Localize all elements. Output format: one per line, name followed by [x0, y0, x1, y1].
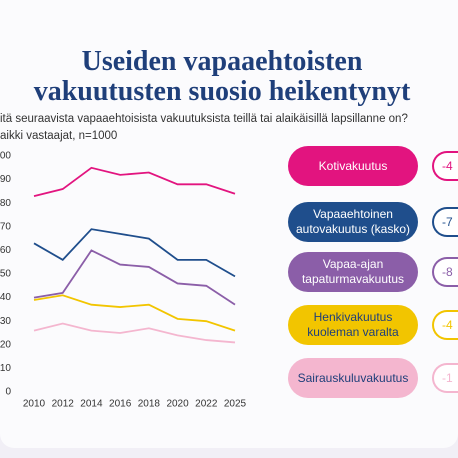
series-line	[33, 166, 236, 197]
y-tick-label: 50	[0, 269, 11, 280]
subtitle: itä seuraavista vapaaehtoisista vakuutuk…	[0, 113, 408, 125]
legend-pill: Kotivakuutus	[288, 146, 418, 186]
legend-pill: Henkivakuutus kuoleman varalta	[288, 305, 418, 345]
x-tick-label: 2022	[195, 399, 218, 410]
x-tick-label: 2025	[224, 399, 247, 410]
y-tick-label: 30	[0, 316, 11, 327]
x-tick-label: 2014	[80, 399, 103, 410]
y-tick-label: 70	[0, 221, 11, 232]
note: aikki vastaajat, n=1000	[0, 130, 117, 142]
legend-pill: Vapaa-ajan tapaturmavakuutus	[288, 252, 418, 292]
chart-title: Useiden vapaaehtoisten	[82, 46, 363, 77]
y-tick-label: 40	[0, 292, 11, 303]
change-badge: -1	[432, 363, 458, 393]
x-tick-label: 2020	[166, 399, 189, 410]
y-tick-label: 80	[0, 198, 11, 209]
y-tick-label: 20	[0, 339, 11, 350]
change-badge: -7	[432, 207, 458, 237]
y-tick-label: 100	[0, 151, 11, 162]
y-tick-label: 10	[0, 363, 11, 374]
x-tick-label: 2010	[23, 399, 46, 410]
series-line	[33, 294, 236, 332]
x-tick-label: 2012	[52, 399, 75, 410]
y-tick-label: 90	[0, 174, 11, 185]
series-line	[33, 322, 236, 344]
chart-title: vakuutusten suosio heikentynyt	[34, 76, 411, 107]
legend-pill: Sairauskuluvakuutus	[288, 358, 418, 398]
series-line	[33, 249, 236, 306]
change-badge: -4	[432, 151, 458, 181]
y-tick-label: 60	[0, 245, 11, 256]
y-tick-label: 0	[5, 387, 11, 398]
x-tick-label: 2016	[109, 399, 132, 410]
change-badge: -4	[432, 310, 458, 340]
change-badge: -8	[432, 257, 458, 287]
x-tick-label: 2018	[138, 399, 161, 410]
series-line	[33, 228, 236, 278]
legend-pill: Vapaaehtoinen autovakuutus (kasko)	[288, 202, 418, 242]
